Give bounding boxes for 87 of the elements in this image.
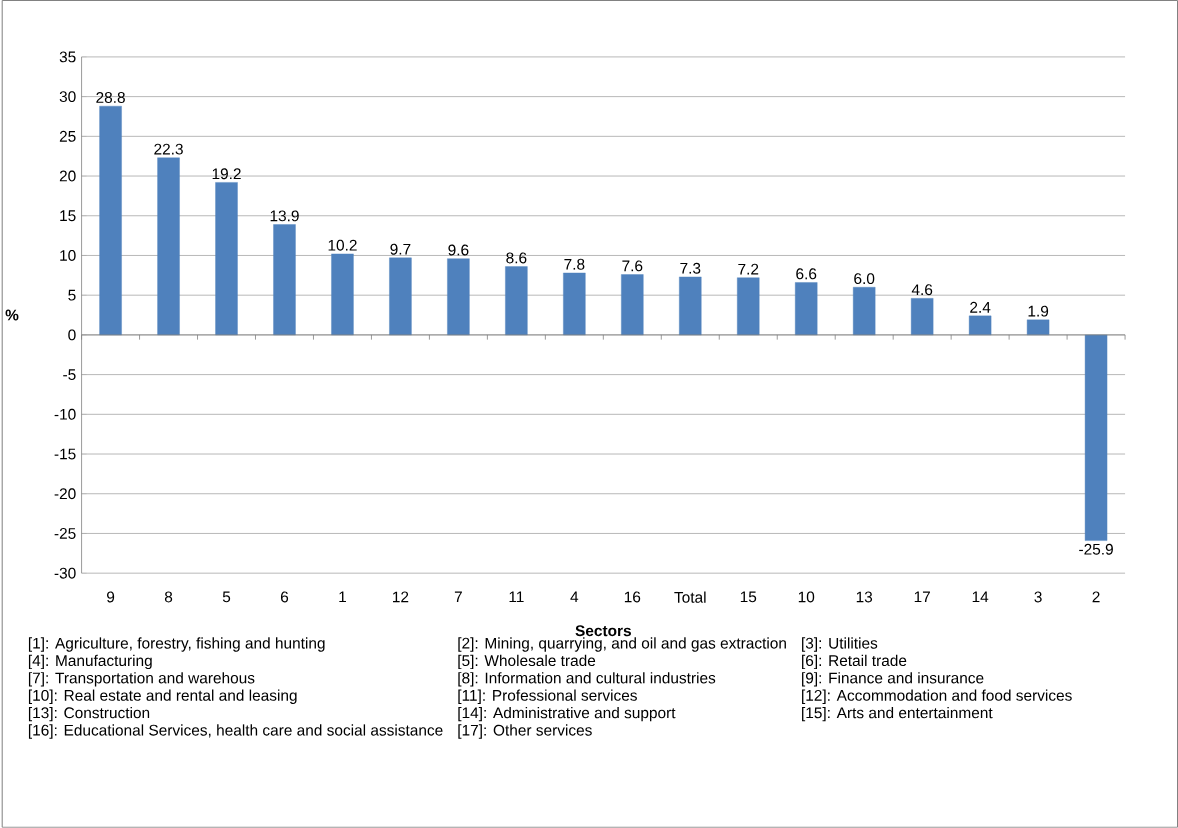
- x-tick-label: 2: [1092, 591, 1100, 603]
- x-tick-label: 13: [856, 591, 873, 603]
- x-tick-label: 6: [280, 591, 289, 603]
- x-tick-label: 10: [798, 591, 815, 603]
- data-label: 7.3: [680, 262, 701, 274]
- y-tick-label: 5: [68, 289, 76, 301]
- text: [15]: Arts and entertainment: [802, 707, 993, 722]
- x-tick-label: 16: [624, 591, 641, 603]
- bar: [273, 224, 296, 336]
- y-tick-label: -30: [54, 567, 76, 579]
- data-label: 7.8: [564, 258, 585, 270]
- bar: [1026, 319, 1050, 336]
- data-label: 22.3: [154, 143, 183, 155]
- x-tick-label: 5: [222, 591, 231, 603]
- y-tick-label: -10: [54, 408, 76, 420]
- y-tick-label: 20: [59, 170, 76, 182]
- text: [17]: Other services: [458, 724, 592, 739]
- y-tick-label: -15: [54, 448, 76, 460]
- bar: [1084, 334, 1108, 541]
- data-label: 1.9: [1028, 305, 1049, 317]
- x-tick-label: 8: [164, 591, 173, 603]
- y-tick-label: 10: [60, 250, 76, 262]
- y-tick-label: 0: [68, 329, 76, 341]
- data-label: 9.6: [448, 244, 469, 256]
- bar: [99, 106, 122, 336]
- x-tick-label: 15: [740, 591, 757, 603]
- text: [6]: Retail trade: [802, 654, 907, 670]
- text: [3]: Utilities: [802, 637, 878, 652]
- data-label: 2.4: [970, 301, 991, 313]
- bar: [853, 287, 876, 336]
- data-label: 7.2: [738, 263, 759, 275]
- bar: [737, 277, 760, 336]
- text: [5]: Wholesale trade: [458, 654, 596, 670]
- bar: [679, 276, 702, 336]
- bar: [910, 298, 934, 336]
- data-label: -25.9: [1079, 543, 1113, 555]
- y-tick-label: 15: [60, 210, 76, 222]
- bar: [795, 282, 818, 336]
- text: [9]: Finance and insurance: [802, 672, 984, 687]
- data-label: 6.6: [796, 268, 817, 280]
- text: [14]: Administrative and support: [458, 707, 676, 722]
- text: [12]: Accommodation and food services: [802, 689, 1072, 705]
- data-label: 10.2: [328, 239, 357, 251]
- x-tick-label: Total: [674, 591, 706, 603]
- data-label: 13.9: [270, 210, 299, 222]
- y-tick-label: -25: [54, 528, 76, 540]
- bar: [621, 274, 644, 336]
- data-label: 19.2: [212, 168, 241, 180]
- bar: [968, 315, 992, 336]
- data-label: 28.8: [96, 92, 125, 104]
- data-label: 6.0: [854, 273, 875, 285]
- x-tick-label: 9: [107, 591, 115, 603]
- y-axis-title: %: [5, 309, 19, 321]
- text: [1]: Agriculture, forestry, fishing and hunting: [28, 637, 325, 652]
- text: [11]: Professional services: [458, 689, 637, 705]
- bar: [505, 266, 528, 336]
- x-tick-label: 3: [1034, 591, 1042, 603]
- bar: [447, 258, 470, 336]
- data-label: 4.6: [911, 284, 933, 296]
- bar: [215, 182, 238, 336]
- text: [7]: Transportation and warehous: [28, 672, 255, 687]
- text: [4]: Manufacturing: [28, 654, 152, 670]
- data-label: 9.7: [390, 243, 411, 255]
- text: [8]: Information and cultural industries: [458, 672, 716, 687]
- x-tick-label: 12: [393, 591, 409, 603]
- text: [10]: Real estate and rental and leasing: [28, 689, 297, 705]
- x-tick-label: 11: [509, 591, 524, 603]
- text: [2]: Mining, quarrying, and oil and gas extraction: [458, 637, 786, 652]
- x-tick-label: 4: [570, 591, 579, 603]
- bar: [157, 157, 180, 336]
- x-tick-label: 17: [914, 591, 930, 603]
- x-tick-label: 14: [972, 591, 989, 603]
- y-tick-label: 25: [59, 130, 76, 142]
- bar: [389, 257, 412, 336]
- text: [13]: Construction: [28, 707, 150, 722]
- x-axis-title: Sectors: [575, 625, 631, 637]
- data-label: 8.6: [506, 252, 527, 264]
- x-tick-label: 7: [454, 591, 462, 603]
- text: [16]: Educational Services, health care and social assistance: [28, 724, 443, 739]
- bar: [331, 253, 354, 336]
- data-label: 7.6: [622, 260, 643, 272]
- y-tick-label: 30: [59, 91, 76, 103]
- x-tick-label: 1: [339, 591, 346, 603]
- bar: [563, 272, 586, 336]
- y-tick-label: -5: [63, 369, 76, 381]
- y-tick-label: -20: [54, 488, 76, 500]
- y-tick-label: 35: [59, 51, 76, 63]
